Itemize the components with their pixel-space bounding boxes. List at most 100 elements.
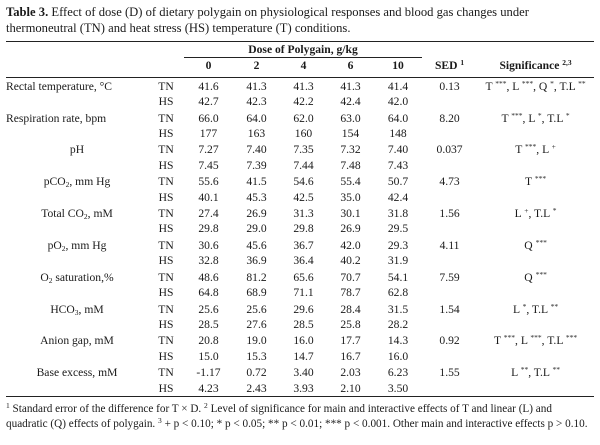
condition-hs: HS <box>158 317 174 331</box>
cell: 36.9 <box>246 254 267 268</box>
cell: 41.4 <box>387 79 409 93</box>
cell: 28.5 <box>293 317 314 331</box>
cell: 16.7 <box>340 349 361 363</box>
cell: 54.1 <box>387 270 409 284</box>
footnote-1: Standard error of the difference for T ×… <box>12 402 202 415</box>
cell: 42.0 <box>387 95 409 109</box>
cell: 2.03 <box>340 366 361 380</box>
cell: 7.45 <box>198 158 219 172</box>
cell: 42.7 <box>198 95 219 109</box>
table-row: HS 4.23 2.43 3.93 2.10 3.50 <box>6 381 595 397</box>
cell: 42.0 <box>340 238 361 252</box>
cell: 3.40 <box>293 366 314 380</box>
sed-value: 4.11 <box>439 238 460 252</box>
cell: 45.6 <box>246 238 267 252</box>
sed-value: 1.56 <box>439 207 460 221</box>
cell: 7.40 <box>387 143 409 157</box>
cell: 62.0 <box>293 111 314 125</box>
dose-header: 2 <box>233 57 280 78</box>
table-row: HS 28.5 27.6 28.5 25.8 28.2 <box>6 317 594 332</box>
sed-value: 1.55 <box>439 366 460 380</box>
cell: 63.0 <box>340 111 361 125</box>
significance-header: Significance 2,3 <box>499 58 572 73</box>
table-row: Anion gap, mM TN 20.8 19.0 16.0 17.7 14.… <box>6 332 594 348</box>
cell: 42.3 <box>246 95 267 109</box>
table-row: HS 7.45 7.39 7.44 7.48 7.43 <box>6 158 594 173</box>
cell: 6.23 <box>387 366 409 380</box>
cell: 48.6 <box>198 270 219 284</box>
cell: 54.6 <box>293 175 314 189</box>
condition-tn: TN <box>158 143 174 157</box>
cell: 26.9 <box>246 207 267 221</box>
condition-tn: TN <box>158 207 174 221</box>
cell: 42.4 <box>340 95 361 109</box>
significance-value: T ***, L *, T.L * <box>501 110 570 125</box>
significance-value: Q *** <box>524 269 547 284</box>
cell: 15.0 <box>198 349 219 363</box>
sed-header: SED 1 <box>434 58 465 73</box>
cell: 7.32 <box>340 143 361 157</box>
significance-value: Q *** <box>524 237 547 252</box>
cell: 55.4 <box>340 175 361 189</box>
cell: 7.27 <box>198 143 219 157</box>
cell: 36.4 <box>293 254 314 268</box>
cell: 29.0 <box>246 222 267 236</box>
cell: 14.7 <box>293 349 314 363</box>
significance-value: T ***, L + <box>515 142 556 157</box>
significance-value: L *, T.L ** <box>513 301 559 316</box>
row-label: pCO2, mm Hg <box>43 175 111 190</box>
cell: 71.1 <box>293 286 314 300</box>
cell: 2.43 <box>246 381 267 395</box>
condition-hs: HS <box>158 254 174 268</box>
cell: 2.10 <box>340 381 361 395</box>
sed-value: 4.73 <box>439 175 460 189</box>
cell: 78.7 <box>340 286 361 300</box>
cell: 25.8 <box>340 317 361 331</box>
cell: 20.8 <box>198 334 219 348</box>
significance-value: L **, T.L ** <box>511 365 560 380</box>
cell: 17.7 <box>340 334 361 348</box>
cell: 25.6 <box>198 302 219 316</box>
cell: 32.8 <box>198 254 219 268</box>
cell: 36.7 <box>293 238 314 252</box>
table-row: HS 40.1 45.3 42.5 35.0 42.4 <box>6 190 594 205</box>
condition-hs: HS <box>158 190 174 204</box>
row-label: Anion gap, mM <box>40 334 114 348</box>
row-label: HCO3, mM <box>50 302 104 317</box>
table-row: HS 29.8 29.0 29.8 26.9 29.5 <box>6 221 594 236</box>
cell: 41.6 <box>198 79 219 93</box>
table-row: HS 15.0 15.3 14.7 16.7 16.0 <box>6 349 594 364</box>
cell: 42.2 <box>293 95 314 109</box>
table-row: HS 32.8 36.9 36.4 40.2 31.9 <box>6 253 594 268</box>
cell: 7.39 <box>246 158 267 172</box>
table-footnotes: 1 Standard error of the difference for T… <box>6 402 594 431</box>
cell: 7.48 <box>340 158 361 172</box>
cell: -1.17 <box>196 366 221 380</box>
cell: 0.72 <box>246 366 267 380</box>
row-label: pH <box>69 143 85 157</box>
condition-tn: TN <box>158 238 174 252</box>
cell: 68.9 <box>246 286 267 300</box>
cell: 40.2 <box>340 254 361 268</box>
table-row: O2 saturation,% TN 48.6 81.2 65.6 70.7 5… <box>6 269 594 285</box>
dose-header: 10 <box>374 57 423 78</box>
cell: 29.6 <box>293 302 314 316</box>
cell: 66.0 <box>198 111 219 125</box>
cell: 27.6 <box>246 317 267 331</box>
cell: 28.2 <box>387 317 409 331</box>
row-label: Base excess, mM <box>36 366 118 380</box>
row-label: O2 saturation,% <box>40 270 114 285</box>
dose-title: Dose of Polygain, g/kg <box>248 43 358 56</box>
cell: 81.2 <box>246 270 267 284</box>
row-label: pO2, mm Hg <box>47 238 107 253</box>
condition-tn: TN <box>158 366 174 380</box>
table-row: HS 42.7 42.3 42.2 42.4 42.0 <box>6 94 594 109</box>
condition-tn: TN <box>158 302 174 316</box>
condition-hs: HS <box>158 158 174 172</box>
cell: 62.8 <box>387 286 409 300</box>
condition-hs: HS <box>158 349 174 363</box>
cell: 31.5 <box>387 302 409 316</box>
condition-tn: TN <box>158 111 174 125</box>
table-row: HS 177 163 160 154 148 <box>6 126 594 141</box>
cell: 31.9 <box>387 254 409 268</box>
